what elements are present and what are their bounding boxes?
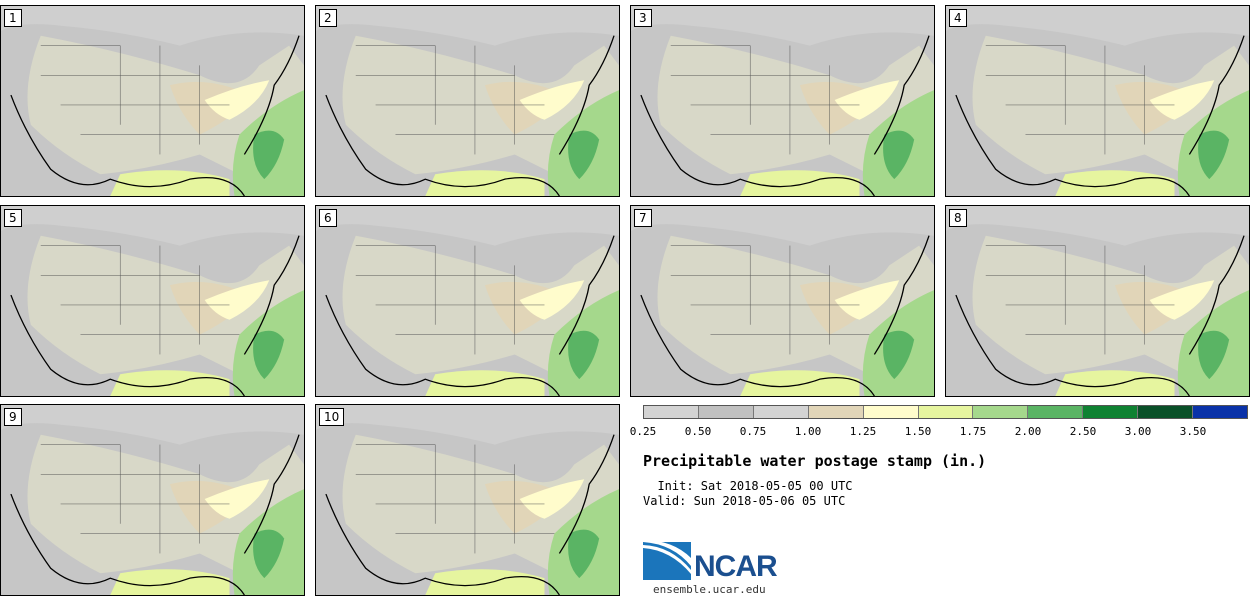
logo-url: ensemble.ucar.edu: [653, 583, 766, 596]
valid-time: Valid: Sun 2018-05-06 05 UTC: [643, 494, 846, 508]
colorbar-tick-label: 3.00: [1124, 425, 1152, 438]
ensemble-member-map: 9: [0, 404, 305, 596]
member-number-label: 3: [634, 9, 652, 27]
member-number-label: 5: [4, 209, 22, 227]
member-number-label: 10: [319, 408, 345, 426]
colorbar-tick-label: 1.25: [849, 425, 877, 438]
member-number-label: 4: [949, 9, 967, 27]
colorbar-tick-label: 2.00: [1014, 425, 1042, 438]
member-number-label: 8: [949, 209, 967, 227]
colorbar-tick-label: 1.50: [904, 425, 932, 438]
chart-title: Precipitable water postage stamp (in.): [643, 452, 987, 470]
colorbar-swatch: [973, 406, 1029, 418]
ensemble-member-map: 6: [315, 205, 620, 397]
colorbar-tick-label: 3.50: [1179, 425, 1207, 438]
colorbar: [643, 405, 1248, 419]
ensemble-member-map: 4: [945, 5, 1250, 197]
ensemble-member-map: 2: [315, 5, 620, 197]
member-number-label: 1: [4, 9, 22, 27]
colorbar-swatch: [753, 406, 809, 418]
ensemble-member-map: 8: [945, 205, 1250, 397]
colorbar-tick-label: 2.50: [1069, 425, 1097, 438]
ensemble-member-map: 7: [630, 205, 935, 397]
colorbar-tick-label: 1.75: [959, 425, 987, 438]
colorbar-swatch: [1193, 406, 1247, 418]
member-number-label: 2: [319, 9, 337, 27]
colorbar-tick-label: 0.75: [739, 425, 767, 438]
colorbar-swatch: [918, 406, 974, 418]
colorbar-swatch: [1083, 406, 1139, 418]
colorbar-tick-label: 0.25: [629, 425, 657, 438]
colorbar-tick-label: 1.00: [794, 425, 822, 438]
init-time: Init: Sat 2018-05-05 00 UTC: [643, 479, 853, 493]
ensemble-member-map: 5: [0, 205, 305, 397]
colorbar-swatch: [808, 406, 864, 418]
colorbar-swatch: [1138, 406, 1194, 418]
ensemble-member-map: 1: [0, 5, 305, 197]
ensemble-member-map: 10: [315, 404, 620, 596]
colorbar-swatch: [644, 406, 699, 418]
logo-name: NCAR: [694, 550, 778, 583]
colorbar-swatch: [698, 406, 754, 418]
ncar-logo-icon: [643, 540, 691, 580]
colorbar-swatch: [863, 406, 919, 418]
colorbar-swatch: [1028, 406, 1084, 418]
member-number-label: 7: [634, 209, 652, 227]
member-number-label: 6: [319, 209, 337, 227]
ensemble-member-map: 3: [630, 5, 935, 197]
member-number-label: 9: [4, 408, 22, 426]
colorbar-tick-label: 0.50: [684, 425, 712, 438]
